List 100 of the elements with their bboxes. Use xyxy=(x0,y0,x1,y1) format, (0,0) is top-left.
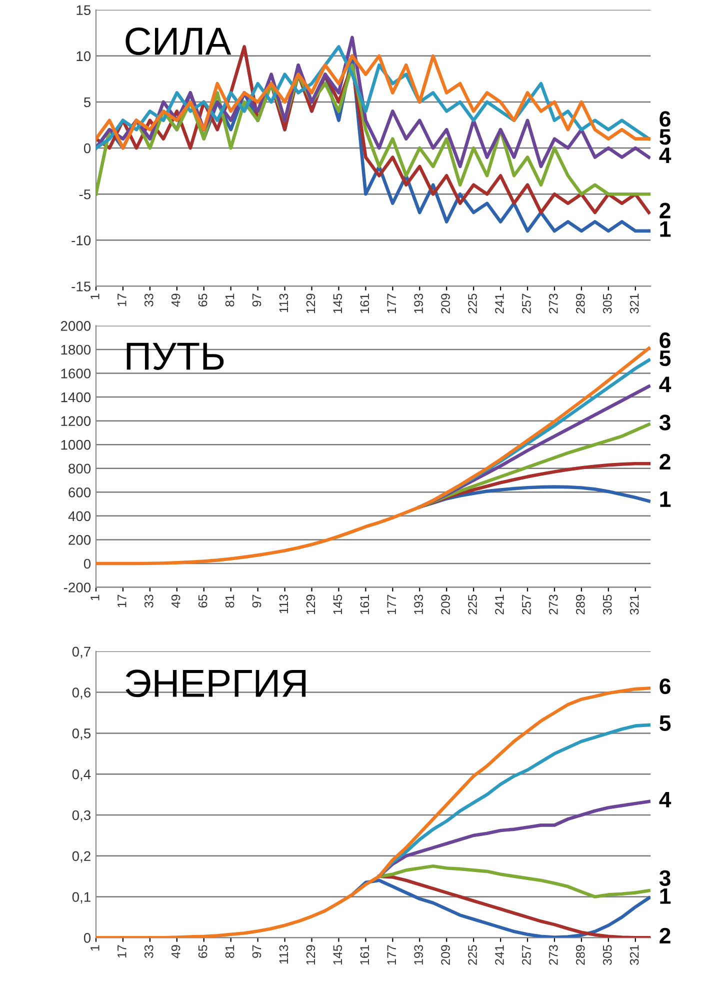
x-tick-label: 209 xyxy=(441,945,450,965)
x-tick-label: 33 xyxy=(144,294,154,307)
chart-title: ЭНЕРГИЯ xyxy=(126,670,306,698)
x-tick-label: 145 xyxy=(333,945,342,964)
x-tick-label: 209 xyxy=(441,294,450,314)
x-tick-label: 145 xyxy=(333,294,342,314)
x-tick-label: 225 xyxy=(468,945,477,965)
y-tick-label: 10 xyxy=(76,51,91,62)
series-label: 6 xyxy=(660,111,670,127)
x-tick-label: 1 xyxy=(90,294,100,300)
x-tick-label: 305 xyxy=(602,594,612,615)
x-tick-label: 145 xyxy=(333,594,342,614)
x-tick-label: 321 xyxy=(630,294,639,314)
y-tick-label: 0,7 xyxy=(72,646,90,658)
series-label: 4 xyxy=(659,376,672,392)
y-tick-label: 1000 xyxy=(61,440,91,450)
x-tick-label: 225 xyxy=(468,594,477,614)
x-tick-label: 81 xyxy=(225,945,234,958)
series-label: 4 xyxy=(659,792,672,808)
x-tick-label: 289 xyxy=(576,294,585,314)
x-tick-label: 257 xyxy=(522,945,531,965)
series-label: 5 xyxy=(660,715,671,731)
x-tick-label: 161 xyxy=(360,945,370,964)
series-label: 4 xyxy=(659,148,672,164)
x-tick-label: 49 xyxy=(171,594,180,608)
x-tick-label: 273 xyxy=(548,294,558,314)
x-tick-label: 17 xyxy=(118,594,126,608)
series-label: 6 xyxy=(660,678,670,694)
x-tick-label: 177 xyxy=(387,594,396,614)
x-tick-label: 225 xyxy=(468,294,477,314)
x-tick-label: 193 xyxy=(414,594,423,614)
series-label: 6 xyxy=(660,332,670,348)
x-tick-label: 241 xyxy=(495,945,504,965)
x-tick-label: 33 xyxy=(144,594,154,608)
y-tick-label: 15 xyxy=(76,5,91,16)
x-tick-label: 257 xyxy=(522,594,531,614)
y-tick-label: 1200 xyxy=(61,416,91,426)
y-tick-label: 1600 xyxy=(61,368,91,378)
y-tick-label: 0,2 xyxy=(72,851,90,863)
x-tick-label: 321 xyxy=(630,945,639,965)
x-tick-label: 305 xyxy=(602,294,612,314)
x-tick-label: 113 xyxy=(279,294,288,312)
series-label: 3 xyxy=(659,870,670,886)
y-tick-label: 0 xyxy=(84,932,91,943)
x-tick-label: 161 xyxy=(360,594,370,614)
x-tick-label: 321 xyxy=(630,594,639,615)
y-tick-label: -5 xyxy=(79,190,91,200)
y-tick-label: 5 xyxy=(84,97,91,108)
x-tick-label: 177 xyxy=(387,945,396,964)
y-tick-label: 600 xyxy=(68,487,91,498)
line-series xyxy=(378,723,651,878)
x-tick-label: 17 xyxy=(118,294,126,306)
y-tick-label: -15 xyxy=(72,282,91,292)
y-tick-label: 0,4 xyxy=(72,769,91,781)
x-tick-label: 65 xyxy=(198,594,208,608)
x-tick-label: 193 xyxy=(414,945,423,964)
x-tick-label: 113 xyxy=(279,594,288,614)
y-tick-label: 1800 xyxy=(61,344,91,355)
x-tick-label: 241 xyxy=(495,294,504,314)
x-tick-label: 33 xyxy=(144,945,154,958)
y-tick-label: 0,1 xyxy=(72,892,90,904)
x-tick-label: 81 xyxy=(225,594,234,608)
x-tick-label: 209 xyxy=(441,594,450,614)
chart-title: СИЛА xyxy=(126,27,232,56)
series-label: 1 xyxy=(660,492,671,507)
series-label: 2 xyxy=(660,928,670,944)
x-tick-label: 273 xyxy=(548,594,558,614)
x-tick-label: 49 xyxy=(171,945,180,958)
x-tick-label: 289 xyxy=(576,945,585,965)
series-label: 5 xyxy=(660,350,671,366)
x-tick-label: 97 xyxy=(252,594,262,608)
line-series xyxy=(378,864,651,898)
y-tick-label: -200 xyxy=(64,582,91,592)
x-tick-label: 161 xyxy=(360,294,370,314)
x-tick-label: 1 xyxy=(90,945,100,951)
series-label: 2 xyxy=(660,454,670,470)
chart-title: ПУТЬ xyxy=(126,342,224,370)
y-tick-label: 0 xyxy=(84,143,91,154)
x-tick-label: 1 xyxy=(90,594,100,600)
y-tick-label: 1400 xyxy=(61,392,91,402)
x-tick-label: 305 xyxy=(602,945,612,965)
series-label: 1 xyxy=(660,221,671,237)
x-tick-label: 113 xyxy=(279,945,288,964)
x-tick-label: 97 xyxy=(252,294,262,306)
x-tick-label: 97 xyxy=(252,945,262,958)
y-tick-label: 400 xyxy=(68,511,91,522)
y-tick-label: 200 xyxy=(68,535,91,545)
x-tick-label: 49 xyxy=(171,294,180,307)
y-tick-label: 0,6 xyxy=(72,688,91,700)
y-tick-label: -10 xyxy=(72,236,91,246)
x-tick-label: 289 xyxy=(576,594,585,614)
y-tick-label: 0,5 xyxy=(72,728,91,740)
x-tick-label: 257 xyxy=(522,294,531,314)
y-tick-label: 0,3 xyxy=(72,810,91,822)
y-tick-label: 800 xyxy=(68,464,91,474)
x-tick-label: 129 xyxy=(306,594,316,614)
x-tick-label: 65 xyxy=(198,294,208,306)
x-tick-label: 129 xyxy=(306,945,316,964)
x-tick-label: 177 xyxy=(387,294,396,314)
x-tick-label: 129 xyxy=(306,294,316,314)
